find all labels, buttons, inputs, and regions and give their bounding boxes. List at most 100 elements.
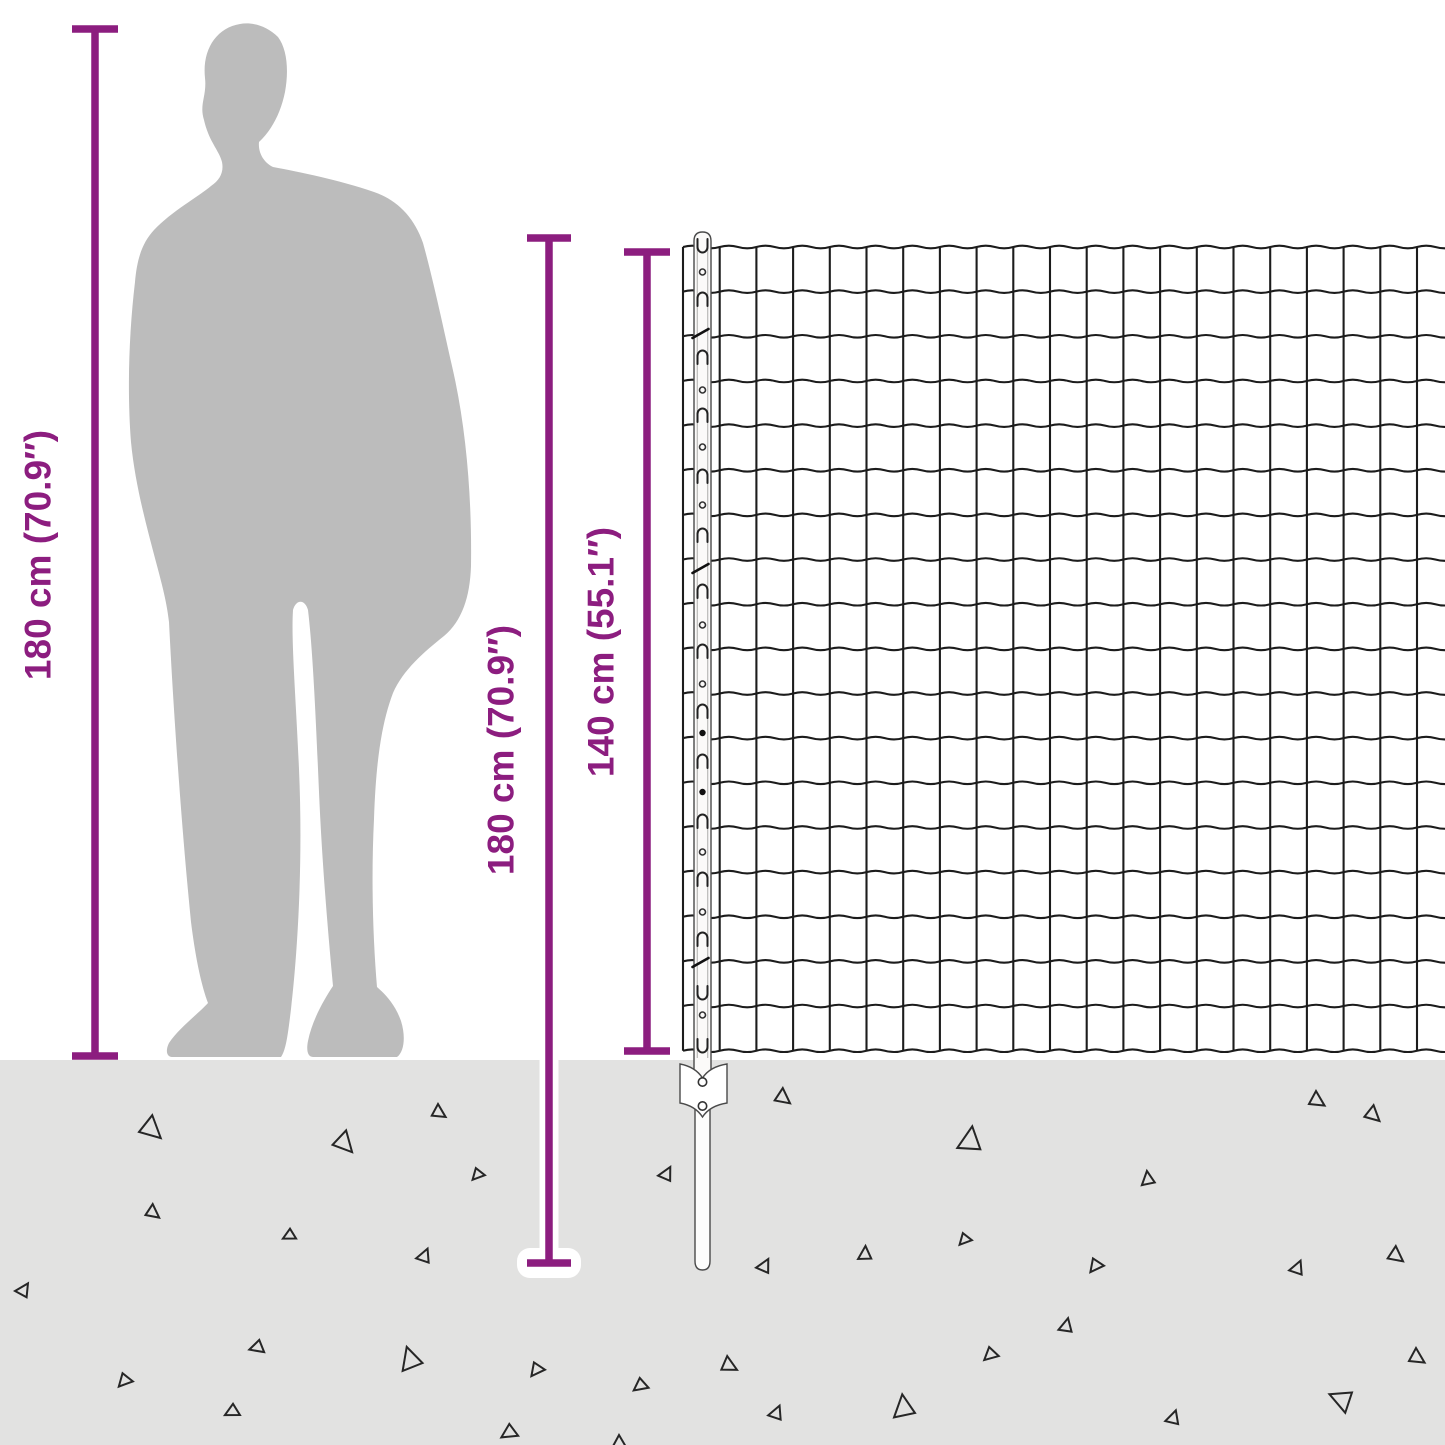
ground-triangle	[631, 1376, 651, 1392]
post-hole	[698, 680, 707, 688]
bracket-hole	[697, 1077, 708, 1088]
mesh-horizontal-wire	[682, 423, 1445, 428]
post-wire-hook	[696, 407, 709, 423]
post-hole	[698, 443, 707, 451]
mesh-horizontal-wire	[682, 914, 1445, 920]
ground-triangle	[1385, 1243, 1405, 1263]
post-hole	[698, 268, 707, 276]
ground-triangle	[117, 1371, 135, 1389]
post-wire-hook	[696, 238, 709, 254]
ground-triangle	[1407, 1345, 1427, 1364]
ground-triangle	[499, 1422, 521, 1439]
bracket-hole	[697, 1101, 708, 1112]
ground-triangle	[280, 1226, 298, 1240]
measurement-person-height: 180 cm (70.9″)	[18, 25, 118, 1060]
ground-triangle	[330, 1128, 354, 1154]
ground-triangle	[856, 1243, 873, 1261]
mesh-horizontal-wire	[682, 244, 1445, 250]
ground-triangle	[1362, 1103, 1382, 1123]
post-hole	[698, 1011, 707, 1019]
post-hole	[698, 621, 707, 629]
mesh-horizontal-wire	[682, 735, 1445, 741]
ground-triangle	[1056, 1316, 1073, 1333]
ground-triangle	[530, 1360, 548, 1378]
ground	[0, 1060, 1445, 1445]
post-hole	[698, 501, 707, 509]
ground-triangle	[766, 1403, 782, 1421]
ground-triangle	[612, 1432, 627, 1445]
post-bolt-dot	[699, 788, 706, 796]
post-wire-hook	[696, 468, 709, 484]
post-wire-hook	[696, 703, 709, 719]
mesh-horizontal-wire	[682, 646, 1445, 652]
mesh-horizontal-wire	[682, 557, 1445, 562]
measurement-post-height: 180 cm (70.9″)	[481, 234, 581, 1278]
ground-triangle	[471, 1166, 487, 1182]
ground-triangle	[772, 1085, 792, 1105]
mesh-horizontal-wire	[682, 780, 1445, 786]
ground-texture-triangles	[12, 1085, 1427, 1445]
mesh-horizontal-wire	[682, 512, 1445, 518]
ground-triangle	[247, 1338, 266, 1354]
post-hole	[698, 908, 707, 916]
post-wire-hook	[696, 527, 709, 543]
post-ground-spike	[694, 1099, 711, 1271]
post-hole	[698, 386, 707, 394]
fence-height-label: 140 cm (55.1″)	[581, 527, 622, 777]
ground-triangle	[1307, 1088, 1327, 1107]
wire-mesh	[681, 244, 1445, 1054]
mesh-horizontal-wire	[682, 869, 1445, 875]
post-hooks-and-holes	[691, 238, 710, 1054]
ground-triangle	[1163, 1408, 1180, 1426]
ground-triangle	[1140, 1168, 1157, 1187]
mesh-horizontal-wire	[682, 601, 1445, 607]
measurement-fence-height: 140 cm (55.1″)	[581, 248, 670, 1055]
ground-triangle	[401, 1344, 425, 1373]
post-wire-hook	[696, 931, 709, 947]
ground-triangle	[1327, 1391, 1354, 1415]
ground-triangle	[656, 1165, 672, 1183]
post-anchor-bracket	[679, 1063, 728, 1119]
mesh-horizontal-wire	[682, 1048, 1445, 1054]
post-bolt-dot	[699, 729, 706, 737]
post-hole	[698, 848, 707, 856]
post-wire-hook	[696, 753, 709, 769]
ground-triangle	[719, 1354, 739, 1371]
ground-triangle	[754, 1257, 770, 1275]
post-wire-hook	[696, 985, 709, 1001]
ground-triangle	[222, 1401, 242, 1417]
ground-triangle	[1089, 1256, 1107, 1274]
fence-post	[691, 231, 712, 1080]
post-body	[693, 231, 712, 1080]
post-wire-hook	[696, 813, 709, 829]
ground-triangle	[137, 1113, 163, 1140]
mesh-horizontal-wire	[682, 333, 1445, 339]
ground-triangle	[414, 1246, 430, 1264]
mesh-horizontal-wire	[682, 691, 1445, 696]
ground-triangle	[982, 1345, 1001, 1362]
ground-triangle	[12, 1281, 30, 1299]
person-silhouette	[128, 23, 472, 1057]
mesh-horizontal-wire	[682, 1003, 1445, 1009]
ground-triangle	[1287, 1258, 1303, 1276]
post-wire-hook	[696, 1038, 709, 1054]
ground-triangle	[143, 1201, 161, 1219]
mesh-horizontal-wire	[682, 289, 1445, 294]
mesh-horizontal-wire	[682, 825, 1445, 830]
person-height-label: 180 cm (70.9″)	[18, 430, 59, 680]
ground-triangle	[430, 1101, 448, 1119]
ground-triangle	[955, 1124, 982, 1151]
post-wire-twist-tick	[691, 327, 710, 340]
ground-triangle	[892, 1392, 917, 1419]
post-wire-twist-tick	[691, 956, 710, 969]
post-height-label: 180 cm (70.9″)	[481, 625, 522, 875]
post-wire-hook	[696, 643, 709, 659]
mesh-horizontal-wire	[682, 959, 1445, 964]
post-wire-twist-tick	[691, 562, 710, 575]
post-wire-hook	[696, 291, 709, 307]
post-wire-hook	[696, 583, 709, 599]
post-wire-hook	[696, 871, 709, 887]
post-wire-hook	[696, 349, 709, 365]
